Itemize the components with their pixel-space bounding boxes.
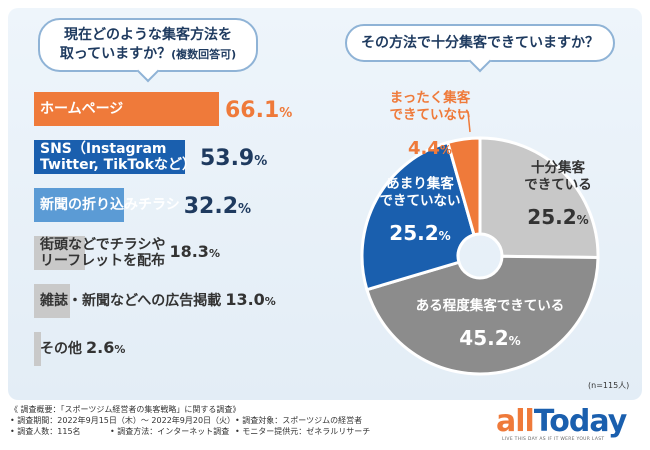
pie-value-text: 25.2% — [389, 221, 450, 245]
alltoday-logo: allToday LIVE THIS DAY AS IF IT WERE YOU… — [496, 404, 646, 444]
pie-label-text: 十分集客 — [531, 159, 585, 176]
bar-label: その他 — [40, 341, 82, 357]
pie-slice — [360, 140, 476, 292]
pie-slice — [365, 254, 600, 376]
pie-label-text: できていない — [380, 193, 461, 209]
bar-label: 新聞の折り込みチラシ — [40, 197, 180, 213]
bar-fill — [34, 332, 42, 366]
logo-all-text: all — [496, 404, 535, 439]
bar-label: 街頭などでチラシや リーフレットを配布 — [40, 237, 166, 269]
pie-value-text: 4.4% — [408, 138, 452, 159]
footer-provider: • モニター提供元：ゼネラルリサーチ — [235, 427, 371, 436]
left-question-bubble: 現在どのような集客方法を 取っていますか？(複数回答可) — [38, 18, 258, 72]
bar-fill — [34, 140, 185, 174]
pie-label-text: できている — [524, 177, 592, 193]
logo-tagline: LIVE THIS DAY AS IF IT WERE YOUR LAST — [502, 437, 605, 442]
pie-label-text: あまり集客 — [386, 175, 454, 192]
bar-value: 18.3% — [169, 242, 220, 261]
bar-value: 32.2% — [183, 194, 252, 219]
footer-target: • 調査対象：スポーツジムの経営者 — [235, 416, 363, 425]
pie-slice — [478, 136, 600, 260]
right-question-bubble: その方法で十分集客できていますか？ — [345, 24, 615, 62]
pie-slice — [445, 136, 482, 237]
pie-chart-svg: 十分集客できている25.2%ある程度集客できている45.2%あまり集客できていな… — [360, 89, 600, 376]
pie-label-text: まったく集客 — [390, 89, 471, 106]
bar-fill — [34, 92, 219, 126]
footer-count: • 調査人数：115名 — [10, 427, 81, 436]
pie-value-text: 45.2% — [459, 326, 520, 350]
pie-label-text: ある程度集客できている — [416, 297, 565, 314]
pie-leader-line — [458, 111, 471, 133]
bar-label: ホームページ — [40, 101, 124, 117]
pie-value-text: 25.2% — [527, 205, 588, 229]
left-question-suffix: (複数回答可) — [171, 48, 237, 61]
bar-value: 13.0% — [225, 290, 276, 309]
footer-method: • 調査方法：インターネット調査 — [110, 427, 230, 436]
sample-size-note: (n=115人) — [588, 381, 630, 390]
bar-fill — [34, 236, 86, 270]
bar-value: 66.1% — [225, 98, 293, 123]
bar-label: SNS（Instagram Twitter, TikTokなど） — [40, 141, 196, 173]
left-question-line2: 取っていますか？ — [59, 46, 172, 62]
bar-value: 53.9% — [199, 146, 268, 171]
bar-fill — [34, 284, 71, 318]
footer-period: • 調査期間：2022年9月15日（木）～ 2022年9月20日（火） — [10, 416, 236, 425]
pie-label-text: できていない — [390, 107, 471, 123]
pie-chart: 十分集客 できている 25.2% ある程度集客できている 45.2% あまり集客 できていな… — [330, 80, 630, 380]
bar-fill — [34, 188, 125, 222]
bar-label: 雑誌・新聞などへの広告掲載 — [40, 293, 222, 309]
left-question-line1: 現在どのような集客方法を — [64, 27, 232, 43]
survey-footer: 《 調査概要：「スポーツジム経営者の集客戦略」に関する調査》 • 調査期間：20… — [10, 404, 370, 437]
footer-overview: 《 調査概要：「スポーツジム経営者の集客戦略」に関する調査》 — [10, 405, 241, 414]
logo-today-text: Today — [533, 404, 627, 439]
pie-slice-label: ある程度集客できている 45.2% — [416, 297, 565, 350]
bar-value: 2.6% — [86, 338, 126, 357]
